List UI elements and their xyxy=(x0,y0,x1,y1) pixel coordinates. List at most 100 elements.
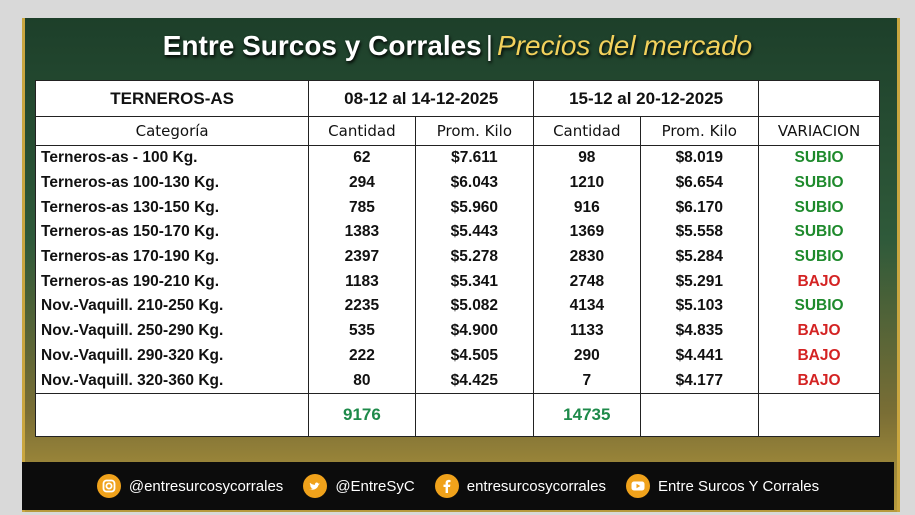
data-cell: 2397 xyxy=(308,244,416,270)
variation-cell: BAJO xyxy=(758,318,880,344)
empty-cell xyxy=(34,392,310,437)
data-row: Terneros-as 130-150 Kg. 785 $5.960 916 $6.17… xyxy=(34,195,880,221)
youtube-icon xyxy=(625,474,650,498)
data-cell: $4.505 xyxy=(414,343,535,369)
column-header-row: Categoría Cantidad Prom. Kilo Cantidad Prom.… xyxy=(34,116,880,146)
data-row: Nov.-Vaquill. 320-360 Kg. 80 $4.425 7 $4.177… xyxy=(34,368,880,394)
header-row: TERNEROS-AS 08-12 al 14-12-2025 15-12 al 2… xyxy=(34,80,880,117)
variation-cell: SUBIO xyxy=(758,244,880,270)
data-row: Terneros-as 150-170 Kg. 1383 $5.443 1369 $5.… xyxy=(34,220,880,245)
variation-cell: BAJO xyxy=(758,269,880,295)
data-cell: Nov.-Vaquill. 290-320 Kg. xyxy=(34,343,310,369)
social-link[interactable]: @EntreSyC xyxy=(303,474,415,498)
data-cell: Terneros-as 130-150 Kg. xyxy=(34,195,310,221)
link-text: @entresurcosycorrales xyxy=(128,477,284,495)
data-cell: $5.960 xyxy=(414,195,535,221)
period-header: 08-12 al 14-12-2025 xyxy=(308,80,535,117)
data-cell: $5.278 xyxy=(414,244,535,270)
variation-cell: BAJO xyxy=(758,368,880,394)
price-table: TERNEROS-AS 08-12 al 14-12-2025 15-12 al 2… xyxy=(34,80,880,437)
social-link[interactable]: @entresurcosycorrales xyxy=(96,474,284,498)
data-row: Terneros-as 100-130 Kg. 294 $6.043 1210 $6.6… xyxy=(34,170,880,196)
variation-cell: SUBIO xyxy=(758,220,880,245)
empty-cell xyxy=(758,80,880,117)
period-header: 15-12 al 20-12-2025 xyxy=(533,80,760,117)
social-link[interactable]: entresurcosycorrales xyxy=(434,474,606,498)
link-text: entresurcosycorrales xyxy=(466,477,606,495)
empty-cell xyxy=(758,392,880,437)
data-cell: $4.441 xyxy=(639,343,760,369)
separator: | xyxy=(485,30,494,61)
data-cell: 2748 xyxy=(533,269,641,295)
data-cell: Terneros-as 100-130 Kg. xyxy=(34,170,310,196)
data-cell: 1369 xyxy=(533,220,641,245)
footer: @entresurcosycorrales @EntreSyC entresur… xyxy=(22,462,894,510)
data-cell: 2830 xyxy=(533,244,641,270)
data-cell: 222 xyxy=(308,343,416,369)
title: Entre Surcos y Corrales xyxy=(162,30,482,61)
data-cell: $5.341 xyxy=(414,269,535,295)
total-cell: 9176 xyxy=(308,392,416,437)
data-cell: Terneros-as - 100 Kg. xyxy=(34,145,310,171)
column-header: Prom. Kilo xyxy=(639,116,760,146)
data-cell: 80 xyxy=(308,368,416,394)
data-cell: 294 xyxy=(308,170,416,196)
data-cell: Terneros-as 170-190 Kg. xyxy=(34,244,310,270)
data-row: Nov.-Vaquill. 250-290 Kg. 535 $4.900 1133 $4… xyxy=(34,318,880,344)
data-cell: $5.558 xyxy=(639,220,760,245)
column-header: Categoría xyxy=(34,116,310,146)
variation-cell: BAJO xyxy=(758,343,880,369)
data-cell: $4.425 xyxy=(414,368,535,394)
column-header: Cantidad xyxy=(308,116,416,146)
variation-cell: SUBIO xyxy=(758,170,880,196)
variation-cell: SUBIO xyxy=(758,294,880,319)
data-cell: $8.019 xyxy=(639,145,760,171)
header: Entre Surcos y Corrales | Precios del merc… xyxy=(0,30,915,62)
data-cell: 1183 xyxy=(308,269,416,295)
data-row: Nov.-Vaquill. 290-320 Kg. 222 $4.505 290 $4.… xyxy=(34,343,880,369)
data-cell: $5.103 xyxy=(639,294,760,319)
data-cell: Nov.-Vaquill. 210-250 Kg. xyxy=(34,294,310,319)
data-cell: $6.654 xyxy=(639,170,760,196)
data-cell: Terneros-as 190-210 Kg. xyxy=(34,269,310,295)
data-cell: 290 xyxy=(533,343,641,369)
twitter-icon xyxy=(303,474,328,498)
social-link[interactable]: Entre Surcos Y Corrales xyxy=(625,474,820,498)
data-cell: 2235 xyxy=(308,294,416,319)
data-cell: 4134 xyxy=(533,294,641,319)
data-cell: $5.284 xyxy=(639,244,760,270)
data-cell: $6.170 xyxy=(639,195,760,221)
instagram-icon xyxy=(96,474,121,498)
variation-cell: SUBIO xyxy=(758,195,880,221)
data-cell: 535 xyxy=(308,318,416,344)
data-row: Nov.-Vaquill. 210-250 Kg. 2235 $5.082 4134 $… xyxy=(34,294,880,319)
data-cell: 916 xyxy=(533,195,641,221)
column-header: Cantidad xyxy=(533,116,641,146)
subtitle: Precios del mercado xyxy=(497,30,753,61)
variation-cell: SUBIO xyxy=(758,145,880,171)
data-cell: Nov.-Vaquill. 250-290 Kg. xyxy=(34,318,310,344)
data-cell: $5.082 xyxy=(414,294,535,319)
data-cell: $4.177 xyxy=(639,368,760,394)
data-cell: $5.291 xyxy=(639,269,760,295)
data-cell: 1210 xyxy=(533,170,641,196)
data-cell: 7 xyxy=(533,368,641,394)
column-header: VARIACION xyxy=(758,116,880,146)
data-cell: 62 xyxy=(308,145,416,171)
data-cell: Nov.-Vaquill. 320-360 Kg. xyxy=(34,368,310,394)
data-cell: $6.043 xyxy=(414,170,535,196)
link-text: Entre Surcos Y Corrales xyxy=(657,477,820,495)
data-row: Terneros-as - 100 Kg. 62 $7.611 98 $8.019 SUB… xyxy=(34,145,880,171)
data-cell: $4.835 xyxy=(639,318,760,344)
facebook-icon xyxy=(434,474,459,498)
empty-cell xyxy=(639,392,760,437)
data-cell: $4.900 xyxy=(414,318,535,344)
total-cell: 14735 xyxy=(533,392,641,437)
data-row: Terneros-as 170-190 Kg. 2397 $5.278 2830 $5.… xyxy=(34,244,880,270)
data-cell: $7.611 xyxy=(414,145,535,171)
column-header: Prom. Kilo xyxy=(414,116,535,146)
data-cell: 1133 xyxy=(533,318,641,344)
corner-cell: TERNEROS-AS xyxy=(34,80,310,117)
link-text: @EntreSyC xyxy=(335,477,415,495)
